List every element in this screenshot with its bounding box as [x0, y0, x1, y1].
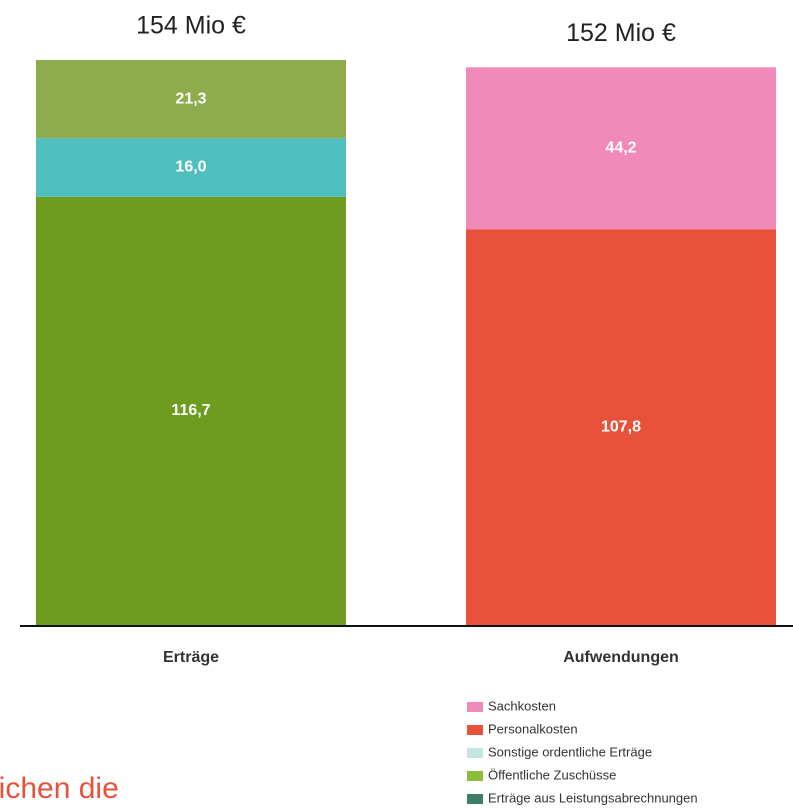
value-label: 107,8 — [601, 418, 641, 435]
bar-segment — [466, 229, 776, 625]
bar-segment — [36, 196, 346, 625]
legend-swatch — [467, 748, 483, 758]
value-label: 21,3 — [175, 90, 206, 107]
bar-segment — [36, 60, 346, 139]
category-label: Aufwendungen — [563, 649, 679, 666]
legend-swatch — [467, 725, 483, 735]
value-label: 116,7 — [171, 402, 210, 419]
legend-label: Öffentliche Zuschüsse — [488, 767, 616, 782]
legend-label: Erträge aus Leistungsabrechnungen — [488, 790, 698, 805]
bar-segment — [36, 138, 346, 197]
annotation: lichen die — [0, 772, 119, 805]
value-label: 44,2 — [605, 140, 636, 157]
total-label: 154 Mio € — [136, 12, 246, 40]
category-label: Erträge — [163, 649, 219, 666]
legend-swatch — [467, 794, 483, 804]
legend-label: Personalkosten — [488, 721, 578, 736]
total-label: 152 Mio € — [566, 19, 676, 47]
legend-swatch — [467, 702, 483, 712]
bar-segment — [466, 67, 776, 230]
legend-label: Sonstige ordentliche Erträge — [488, 744, 652, 759]
legend-swatch — [467, 771, 483, 781]
value-label: 16,0 — [175, 159, 206, 176]
legend-label: Sachkosten — [488, 698, 556, 713]
